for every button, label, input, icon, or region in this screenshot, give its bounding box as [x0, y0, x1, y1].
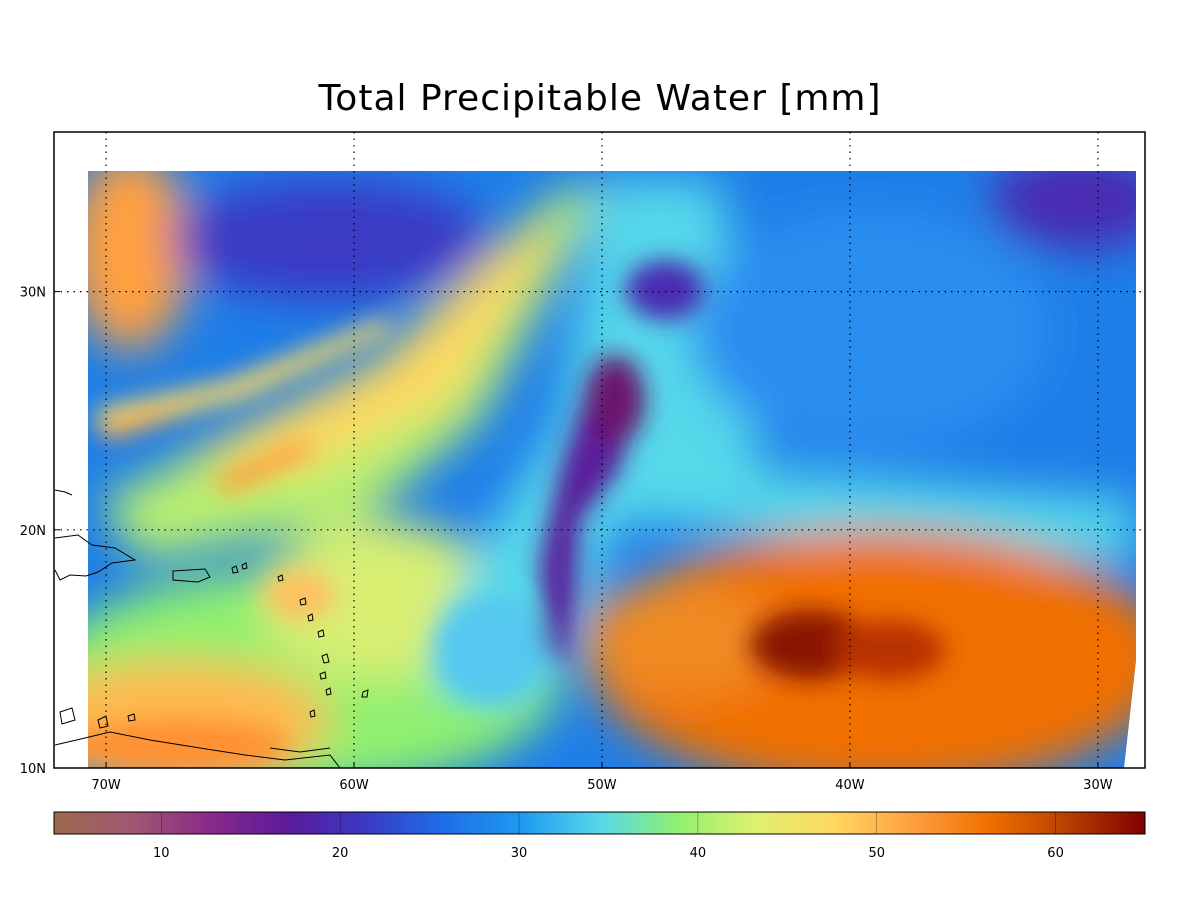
antilles-1	[231, 565, 239, 574]
colorbar-tick-label: 20	[332, 846, 349, 861]
tpw-field	[88, 171, 1136, 768]
map-frame	[53, 131, 1146, 769]
islands-2	[97, 715, 109, 729]
antilles-6	[317, 629, 325, 638]
puerto-rico-coast	[172, 568, 211, 583]
lon-tick-label: 40W	[835, 778, 865, 793]
south-america-coast	[54, 731, 341, 769]
antilles-3	[277, 574, 284, 582]
map-title: Total Precipitable Water [mm]	[318, 78, 882, 119]
axis-labels: 70W 60W 50W 40W 30W 10N 20N 30N	[20, 286, 1113, 793]
trinidad-coast	[361, 689, 369, 698]
hispaniola-coast	[54, 534, 137, 581]
colorbar-tick-label: 30	[511, 846, 528, 861]
cuba-coast	[54, 489, 73, 496]
colorbar-tick-label: 60	[1047, 846, 1064, 861]
colorbar: 10 20 30 40 50 60	[53, 811, 1146, 861]
colorbar-ticks: 10 20 30 40 50 60	[153, 812, 1064, 861]
antilles-8	[319, 671, 327, 680]
antilles-10	[325, 687, 332, 696]
antilles-7	[321, 653, 330, 664]
lon-tick-label: 30W	[1083, 778, 1113, 793]
coastlines	[54, 489, 369, 769]
antilles-9	[309, 709, 316, 718]
colorbar-tick-label: 40	[690, 846, 707, 861]
lon-tick-label: 50W	[587, 778, 617, 793]
graticule	[54, 132, 1145, 769]
lon-tick-label: 70W	[91, 778, 121, 793]
antilles-2	[241, 562, 248, 570]
lat-tick-label: 20N	[20, 524, 46, 539]
islands-1	[59, 707, 76, 725]
lon-tick-label: 60W	[339, 778, 369, 793]
lat-tick-label: 10N	[20, 762, 46, 777]
venezuela-coast-2	[269, 747, 331, 753]
antilles-5	[307, 613, 314, 622]
colorbar-tick-label: 10	[153, 846, 170, 861]
lat-tick-label: 30N	[20, 286, 46, 301]
islands-3	[127, 713, 136, 722]
colorbar-tick-label: 50	[868, 846, 885, 861]
antilles-4	[299, 597, 307, 606]
colorbar-bar	[53, 811, 1146, 835]
